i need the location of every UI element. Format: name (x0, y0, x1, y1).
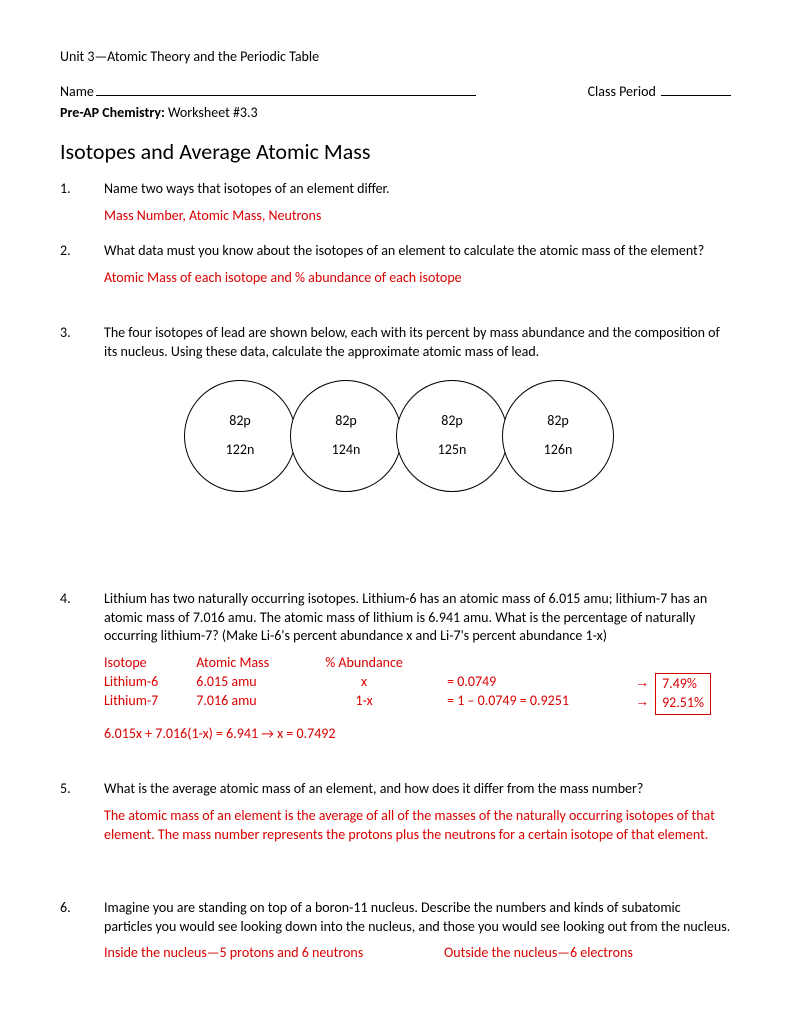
protons: 82p (335, 412, 357, 431)
q3-text: The four isotopes of lead are shown belo… (104, 324, 731, 362)
cell: 92.51% (662, 694, 704, 713)
question-2: 2. What data must you know about the iso… (60, 242, 731, 288)
page-title: Isotopes and Average Atomic Mass (60, 137, 731, 167)
q4-text: Lithium has two naturally occurring isot… (104, 590, 731, 647)
isotope-circles: 82p 122n 82p 124n 82p 125n 82p 126n (184, 380, 731, 492)
neutrons: 124n (332, 441, 361, 460)
name-blank[interactable] (96, 81, 476, 96)
cell: 7.49% (662, 675, 704, 694)
q2-answer: Atomic Mass of each isotope and % abunda… (104, 269, 731, 288)
isotope-circle: 82p 122n (184, 380, 296, 492)
q5-answer: The atomic mass of an element is the ave… (104, 807, 731, 845)
protons: 82p (441, 412, 463, 431)
cell: = 1 – 0.0749 = 0.9251 (447, 692, 597, 711)
name-label: Name (60, 83, 94, 102)
worksheet-num: Worksheet #3.3 (165, 104, 258, 121)
period-blank[interactable] (661, 81, 731, 96)
question-1: 1. Name two ways that isotopes of an ele… (60, 180, 731, 226)
q2-num: 2. (60, 242, 104, 288)
arrow-icon: → (635, 692, 649, 711)
q1-text: Name two ways that isotopes of an elemen… (104, 180, 731, 199)
isotope-circle: 82p 126n (502, 380, 614, 492)
q4-equation: 6.015x + 7.016(1-x) = 6.941 → x = 0.7492 (104, 725, 731, 744)
q4-num: 4. (60, 590, 104, 744)
q4-table: Isotope Lithium-6 Lithium-7 Atomic Mass … (104, 654, 731, 715)
q6-text: Imagine you are standing on top of a bor… (104, 899, 731, 937)
question-5: 5. What is the average atomic mass of an… (60, 780, 731, 845)
arrow-icon: → (635, 673, 649, 692)
q2-text: What data must you know about the isotop… (104, 242, 731, 261)
period-label: Class Period (588, 83, 656, 100)
unit-header: Unit 3—Atomic Theory and the Periodic Ta… (60, 48, 731, 67)
cell: 7.016 amu (196, 692, 269, 711)
course-subheader: Pre-AP Chemistry: Worksheet #3.3 (60, 104, 731, 123)
question-6: 6. Imagine you are standing on top of a … (60, 899, 731, 964)
cell: Lithium-7 (104, 692, 158, 711)
col-header: % Abundance (319, 654, 409, 673)
q6-answer-left: Inside the nucleus—5 protons and 6 neutr… (104, 944, 444, 963)
neutrons: 125n (438, 441, 467, 460)
q3-num: 3. (60, 324, 104, 492)
isotope-circle: 82p 125n (396, 380, 508, 492)
neutrons: 122n (226, 441, 255, 460)
q5-num: 5. (60, 780, 104, 845)
q1-num: 1. (60, 180, 104, 226)
question-4: 4. Lithium has two naturally occurring i… (60, 590, 731, 744)
cell: 1-x (319, 692, 409, 711)
protons: 82p (547, 412, 569, 431)
q5-text: What is the average atomic mass of an el… (104, 780, 731, 799)
cell: 6.015 amu (196, 673, 269, 692)
col-header: Atomic Mass (196, 654, 269, 673)
question-3: 3. The four isotopes of lead are shown b… (60, 324, 731, 492)
q1-answer: Mass Number, Atomic Mass, Neutrons (104, 207, 731, 226)
q6-num: 6. (60, 899, 104, 964)
boxed-result: 7.49% 92.51% (655, 673, 711, 715)
isotope-circle: 82p 124n (290, 380, 402, 492)
cell: Lithium-6 (104, 673, 158, 692)
name-period-row: Name Class Period (60, 81, 731, 102)
col-header: Isotope (104, 654, 158, 673)
course-bold: Pre-AP Chemistry: (60, 104, 165, 121)
neutrons: 126n (544, 441, 573, 460)
q6-answer: Inside the nucleus—5 protons and 6 neutr… (104, 944, 731, 963)
q6-answer-right: Outside the nucleus—6 electrons (444, 944, 633, 963)
cell: x (319, 673, 409, 692)
protons: 82p (229, 412, 251, 431)
cell: = 0.0749 (447, 673, 597, 692)
